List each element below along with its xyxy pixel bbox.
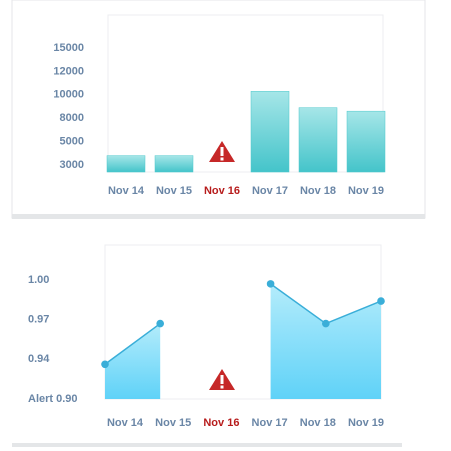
bar-chart: 3000 5000 8000 10000 12000 15000 Nov 14 Nov 15 N… <box>53 14 386 197</box>
bar <box>346 110 386 173</box>
x-tick-label: Nov 18 <box>300 185 336 197</box>
point <box>156 319 164 328</box>
warning-icon-mark <box>220 147 224 156</box>
y-tick-label: 15000 <box>53 42 84 54</box>
x-tick-label: Nov 18 <box>300 417 336 429</box>
x-tick-label: Nov 14 <box>107 417 144 429</box>
bar <box>106 155 146 173</box>
y-tick-label: 3000 <box>60 159 84 171</box>
warning-icon-dot <box>220 385 224 389</box>
point <box>322 319 330 328</box>
warning-icon-dot <box>220 157 224 161</box>
x-tick-label: Nov 16 <box>204 185 240 197</box>
y-tick-label: 12000 <box>53 65 84 77</box>
point <box>266 280 275 288</box>
y-tick-label: Alert 0.90 <box>28 393 78 405</box>
bar <box>154 155 194 173</box>
x-tick-label: Nov 14 <box>108 185 145 197</box>
warning-icon-mark <box>220 375 224 384</box>
y-tick-label: 5000 <box>60 136 84 148</box>
x-tick-label: Nov 15 <box>155 417 191 429</box>
y-tick-label: 8000 <box>60 112 84 124</box>
y-tick-label: 0.97 <box>28 314 49 326</box>
y-tick-label: 10000 <box>53 89 84 101</box>
x-tick-label: Nov 16 <box>203 417 239 429</box>
card-shadow <box>12 443 402 447</box>
plot-frame <box>107 14 384 173</box>
card-shadow <box>12 214 425 219</box>
x-tick-label: Nov 17 <box>252 417 288 429</box>
bar <box>250 91 290 173</box>
area <box>105 323 161 399</box>
y-tick-label: 1.00 <box>28 274 49 286</box>
line <box>104 322 161 365</box>
x-tick-label: Nov 19 <box>348 417 384 429</box>
x-tick-label: Nov 15 <box>156 185 192 197</box>
area-chart: Alert 0.90 0.94 0.97 1.00 Nov 14 Nov 15 Nov 16… <box>28 244 385 429</box>
y-tick-label: 0.94 <box>28 353 50 365</box>
point <box>377 297 385 305</box>
x-tick-label: Nov 19 <box>348 185 384 197</box>
x-tick-label: Nov 17 <box>252 185 288 197</box>
card <box>11 0 426 219</box>
point <box>101 360 109 369</box>
bar <box>298 107 338 173</box>
